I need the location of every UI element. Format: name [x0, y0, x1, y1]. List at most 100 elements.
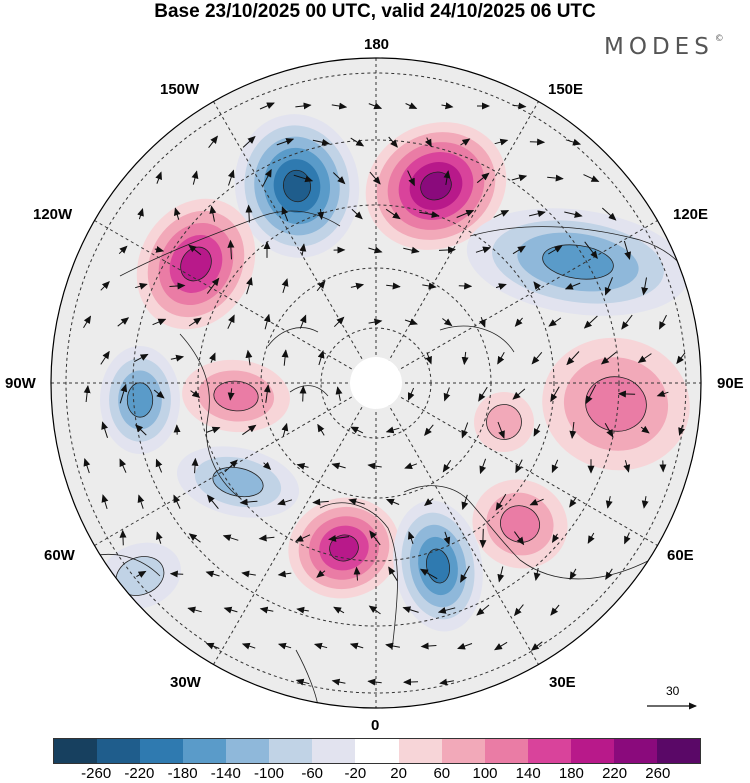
- colorbar-tick-label: -100: [253, 765, 285, 782]
- wind-arrow: [420, 642, 437, 650]
- wind-arrow: [152, 318, 167, 326]
- wind-arrow: [101, 421, 108, 438]
- wind-arrow: [263, 384, 271, 403]
- wind-arrow: [388, 136, 398, 148]
- wind-arrow: [424, 137, 432, 148]
- wind-arrow: [511, 174, 528, 182]
- coastline-arctic-islands: [267, 327, 319, 347]
- wind-arrow: [678, 424, 685, 436]
- colorbar-tick-label: 100: [472, 765, 498, 782]
- wind-arrow: [173, 494, 181, 509]
- wind-arrow: [425, 352, 432, 365]
- wind-arrow: [569, 496, 577, 508]
- wind-arrow: [295, 534, 311, 542]
- colorbar-segment: [226, 739, 270, 763]
- wind-arrow: [585, 384, 597, 405]
- wind-arrow: [281, 206, 289, 222]
- wind-arrow: [403, 246, 420, 254]
- wind-arrow: [530, 641, 543, 651]
- wind-arrow: [424, 424, 434, 436]
- colorbar-tick-label: 60: [433, 765, 451, 782]
- wind-arrow: [187, 606, 202, 614]
- wind-arrow: [583, 315, 598, 329]
- wind-arrow: [137, 207, 144, 220]
- lon-label-60e: 60E: [667, 547, 694, 564]
- anomaly-arctic-high: [474, 392, 534, 452]
- wind-arrow: [205, 642, 220, 650]
- wind-arrow: [513, 531, 525, 546]
- wind-arrow: [317, 208, 325, 220]
- wind-arrow: [83, 315, 92, 328]
- colorbar-segment: [570, 739, 614, 763]
- wind-arrow: [299, 243, 307, 256]
- wind-arrow: [659, 314, 667, 330]
- wind-arrow: [550, 604, 560, 616]
- wind-arrow: [439, 678, 454, 686]
- wind-arrow: [442, 318, 453, 327]
- wind-arrow: [569, 421, 577, 439]
- colorbar-tick-label: -60: [301, 765, 324, 782]
- coastline-arctic-russia: [439, 325, 515, 353]
- wind-arrow: [245, 349, 253, 366]
- wind-arrow: [191, 457, 199, 474]
- wind-arrow: [624, 532, 631, 545]
- colorbar-segment: [312, 739, 356, 763]
- wind-arrow: [533, 567, 541, 581]
- wind-arrow: [533, 423, 541, 437]
- colorbar-tick-label: 180: [558, 765, 584, 782]
- wind-arrow: [605, 496, 613, 509]
- wind-arrow: [369, 171, 381, 185]
- colorbar-segment: [140, 739, 184, 763]
- wind-scale-label: 30: [666, 684, 680, 698]
- wind-arrow: [564, 282, 581, 290]
- wind-arrow: [424, 498, 434, 507]
- wind-arrow: [119, 529, 127, 546]
- colorbar: [53, 738, 701, 764]
- wind-arrow: [529, 138, 546, 146]
- wind-arrow: [276, 138, 295, 146]
- lon-label-180: 180: [364, 36, 390, 53]
- anomaly-field: [99, 114, 690, 632]
- wind-arrow: [313, 642, 328, 650]
- wind-arrow: [407, 531, 415, 545]
- wind-arrow: [333, 606, 345, 614]
- wind-arrow: [515, 459, 523, 474]
- wind-arrow: [136, 570, 147, 578]
- wind-arrow: [494, 138, 509, 146]
- wind-arrow: [514, 317, 523, 327]
- wind-arrow: [385, 642, 400, 650]
- wind-arrow: [493, 210, 510, 218]
- wind-arrow: [101, 494, 109, 510]
- wind-arrow: [331, 678, 346, 686]
- wind-arrow: [385, 498, 400, 506]
- wind-arrow: [328, 534, 350, 542]
- wind-arrow: [385, 426, 400, 434]
- wind-arrow: [369, 530, 381, 546]
- wind-arrow: [419, 568, 438, 580]
- coastline-eurasia: [403, 485, 651, 580]
- wind-arrow: [533, 281, 542, 291]
- wind-arrow: [169, 282, 186, 290]
- wind-arrow: [604, 422, 614, 438]
- wind-arrow: [458, 282, 473, 290]
- colorbar-tick-label: -260: [81, 765, 112, 782]
- wind-arrow: [475, 246, 491, 254]
- wind-arrow: [565, 138, 582, 146]
- wind-arrow: [350, 426, 364, 434]
- colorbar-segment: [54, 739, 98, 763]
- wind-arrow: [241, 642, 256, 650]
- wind-arrow: [529, 498, 544, 506]
- wind-arrow: [641, 277, 649, 296]
- anomaly-contour: [420, 171, 452, 201]
- lon-label-0: 0: [371, 717, 380, 734]
- wind-arrow: [402, 606, 419, 614]
- wind-arrow: [368, 318, 383, 326]
- wind-arrow: [119, 458, 127, 473]
- coastline-alaska: [119, 210, 341, 277]
- wind-arrow: [513, 604, 524, 617]
- wind-arrow: [191, 170, 199, 185]
- wind-arrow: [386, 282, 401, 290]
- wind-arrow: [566, 351, 580, 366]
- wind-arrow: [188, 244, 202, 256]
